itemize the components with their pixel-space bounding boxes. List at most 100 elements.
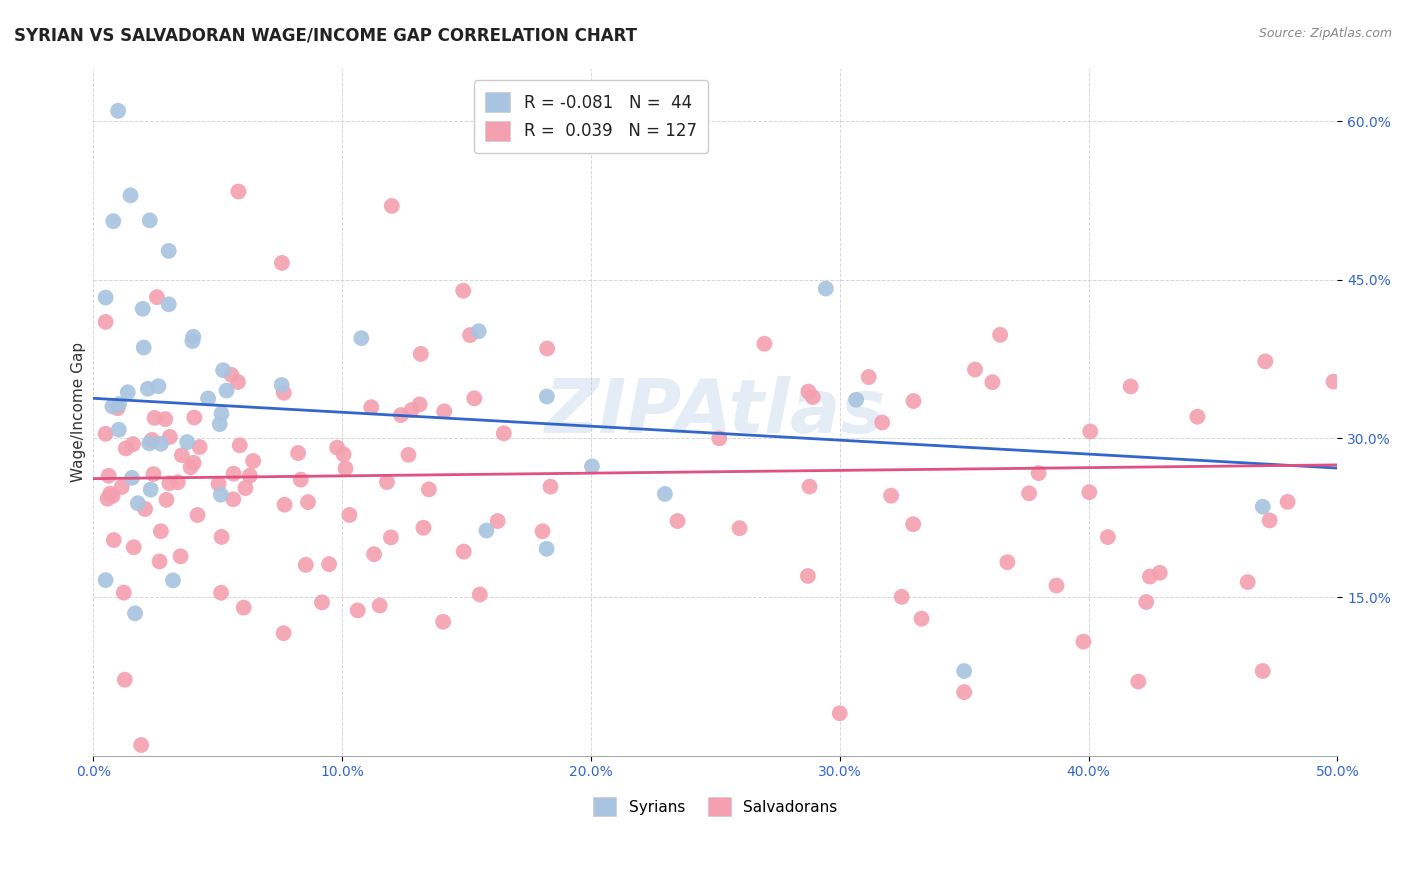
Point bbox=[880, 489, 903, 503]
Point bbox=[157, 244, 180, 258]
Point bbox=[463, 392, 485, 406]
Point bbox=[1254, 354, 1277, 368]
Point bbox=[155, 412, 177, 426]
Point bbox=[215, 384, 238, 398]
Point bbox=[458, 328, 481, 343]
Point bbox=[412, 521, 434, 535]
Point bbox=[221, 368, 243, 382]
Text: SYRIAN VS SALVADORAN WAGE/INCOME GAP CORRELATION CHART: SYRIAN VS SALVADORAN WAGE/INCOME GAP COR… bbox=[14, 27, 637, 45]
Point bbox=[228, 185, 250, 199]
Point bbox=[98, 486, 121, 500]
Point bbox=[209, 586, 232, 600]
Point bbox=[129, 738, 152, 752]
Point bbox=[270, 378, 292, 392]
Legend: Syrians, Salvadorans: Syrians, Salvadorans bbox=[586, 789, 845, 823]
Point bbox=[108, 397, 131, 411]
Point bbox=[211, 407, 233, 421]
Point bbox=[211, 530, 233, 544]
Point bbox=[350, 331, 373, 345]
Point bbox=[814, 281, 837, 295]
Point bbox=[486, 514, 509, 528]
Point bbox=[335, 461, 357, 475]
Point bbox=[181, 334, 204, 348]
Point bbox=[149, 524, 172, 539]
Point bbox=[166, 475, 188, 490]
Point bbox=[903, 394, 925, 409]
Point bbox=[235, 481, 257, 495]
Point bbox=[159, 430, 181, 444]
Point bbox=[121, 471, 143, 485]
Point bbox=[953, 685, 976, 699]
Point bbox=[845, 392, 868, 407]
Point bbox=[1149, 566, 1171, 580]
Point bbox=[297, 495, 319, 509]
Point bbox=[1277, 495, 1299, 509]
Point bbox=[107, 401, 129, 416]
Point bbox=[197, 392, 219, 406]
Point bbox=[149, 436, 172, 450]
Point bbox=[1028, 466, 1050, 480]
Point bbox=[94, 573, 117, 587]
Point bbox=[1119, 379, 1142, 393]
Point bbox=[536, 541, 558, 556]
Point bbox=[1073, 634, 1095, 648]
Point bbox=[188, 440, 211, 454]
Point bbox=[988, 327, 1011, 342]
Point bbox=[273, 498, 295, 512]
Point bbox=[468, 588, 491, 602]
Point bbox=[531, 524, 554, 539]
Point bbox=[311, 595, 333, 609]
Point bbox=[492, 426, 515, 441]
Point bbox=[901, 517, 924, 532]
Point bbox=[368, 599, 391, 613]
Point bbox=[229, 438, 252, 452]
Point bbox=[1187, 409, 1209, 424]
Point bbox=[475, 524, 498, 538]
Point bbox=[180, 460, 202, 475]
Point bbox=[398, 448, 420, 462]
Point bbox=[1251, 664, 1274, 678]
Point bbox=[332, 447, 354, 461]
Point bbox=[536, 390, 558, 404]
Point bbox=[953, 664, 976, 678]
Point bbox=[287, 446, 309, 460]
Point bbox=[117, 385, 139, 400]
Point bbox=[97, 491, 120, 506]
Point bbox=[709, 431, 731, 445]
Point bbox=[418, 483, 440, 497]
Point bbox=[122, 437, 145, 451]
Point bbox=[290, 473, 312, 487]
Point bbox=[148, 379, 170, 393]
Point bbox=[360, 400, 382, 414]
Point bbox=[380, 530, 402, 544]
Point bbox=[1128, 674, 1150, 689]
Point bbox=[232, 600, 254, 615]
Point bbox=[408, 397, 430, 411]
Point bbox=[754, 336, 776, 351]
Point bbox=[115, 442, 138, 456]
Point bbox=[212, 363, 235, 377]
Point bbox=[209, 488, 232, 502]
Point bbox=[141, 433, 163, 447]
Text: ZIPAtlas: ZIPAtlas bbox=[544, 376, 886, 449]
Point bbox=[208, 417, 231, 431]
Point bbox=[111, 480, 134, 494]
Point bbox=[155, 492, 177, 507]
Point bbox=[169, 549, 191, 564]
Point bbox=[132, 341, 155, 355]
Point bbox=[114, 673, 136, 687]
Point bbox=[148, 554, 170, 568]
Point bbox=[107, 423, 129, 437]
Point bbox=[1135, 595, 1157, 609]
Text: Source: ZipAtlas.com: Source: ZipAtlas.com bbox=[1258, 27, 1392, 40]
Point bbox=[112, 585, 135, 599]
Point bbox=[207, 476, 229, 491]
Point bbox=[1258, 513, 1281, 527]
Point bbox=[143, 411, 166, 425]
Point bbox=[1236, 575, 1258, 590]
Point bbox=[183, 456, 205, 470]
Point bbox=[433, 404, 456, 418]
Point bbox=[666, 514, 689, 528]
Point bbox=[242, 454, 264, 468]
Point bbox=[103, 533, 125, 547]
